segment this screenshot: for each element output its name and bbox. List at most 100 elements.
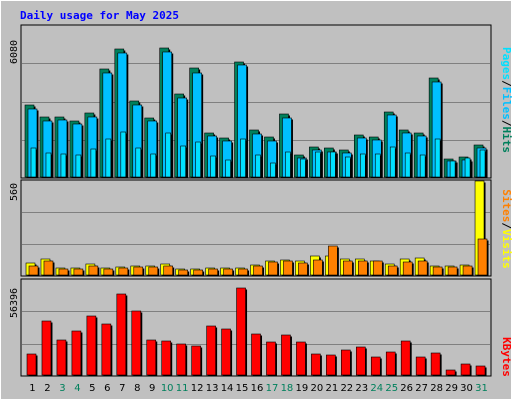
day-label: 21: [325, 383, 338, 394]
kbytes-bar: [86, 315, 98, 377]
kbytes-bar: [445, 369, 457, 377]
kbytes-bar: [415, 356, 427, 377]
sites-bar: [193, 269, 205, 277]
sites-bar: [73, 268, 85, 277]
kbytes-bar: [430, 352, 442, 377]
pages-bar: [404, 152, 412, 179]
pages-bar: [449, 160, 457, 179]
day-label: 28: [430, 383, 443, 394]
kbytes-bar: [41, 320, 53, 377]
bar-marks: [24, 47, 489, 377]
day-label: 27: [415, 383, 428, 394]
kbytes-bar: [266, 341, 277, 377]
day-label: 26: [400, 383, 413, 394]
legend-sep: /: [500, 222, 512, 229]
pages-bar: [45, 152, 53, 179]
legend-kbytes: KBytes: [500, 337, 512, 377]
pages-bar: [135, 147, 143, 179]
pages-bar: [419, 154, 427, 179]
day-labels: 1 2 3 4 5 6 7 8 9 10 11 12 13 14 15 16 17 18 19 20 21 22 23 24 2…: [29, 383, 488, 394]
visits-panel-legend: Sites/Visits: [500, 189, 512, 269]
pages-bar: [300, 158, 307, 179]
legend-files: Files: [500, 87, 512, 120]
day-label: 7: [119, 383, 125, 394]
day-label: 8: [134, 383, 140, 394]
day-label: 29: [445, 383, 458, 394]
kbytes-bar: [71, 330, 83, 377]
visits-panel-max-label: 560: [9, 183, 20, 201]
sites-bar: [357, 260, 369, 277]
sites-bar: [133, 266, 145, 277]
kbytes-bar: [460, 363, 472, 377]
kbytes-bar: [385, 351, 397, 377]
pages-bar: [120, 131, 128, 179]
sites-bar: [118, 267, 130, 277]
day-label: 2: [44, 383, 50, 394]
chart-title: Daily usage for May 2025: [20, 9, 179, 22]
kbytes-bar: [236, 287, 248, 377]
sites-bar: [223, 268, 235, 277]
kbytes-bar: [341, 349, 352, 377]
pages-bar: [75, 154, 83, 179]
pages-bar: [479, 149, 487, 179]
pages-bar: [210, 155, 218, 179]
sites-bar: [432, 266, 444, 277]
pages-bar: [359, 153, 367, 179]
kbytes-bar: [131, 310, 143, 377]
sites-bar: [268, 261, 279, 277]
svg-text:Sites/Visits: Sites/Visits: [500, 189, 512, 269]
day-label: 20: [311, 383, 324, 394]
pages-bar: [345, 156, 352, 179]
day-label: 5: [89, 383, 95, 394]
sites-bar: [148, 266, 160, 277]
sites-bar: [28, 265, 40, 277]
day-label: 30: [460, 383, 473, 394]
kbytes-panel-legend: KBytes: [500, 337, 512, 377]
sites-bar: [43, 260, 55, 277]
svg-text:KBytes: KBytes: [500, 337, 512, 377]
kbytes-bar: [355, 346, 367, 377]
legend-sites: Sites: [500, 189, 512, 222]
day-label: 9: [149, 383, 155, 394]
kbytes-bar: [116, 293, 128, 377]
kbytes-bar: [296, 341, 307, 377]
sites-bar: [313, 259, 324, 277]
sites-bar: [58, 268, 70, 277]
sites-bar: [417, 260, 429, 277]
sites-bar: [328, 245, 339, 277]
legend-visits: Visits: [500, 229, 512, 269]
day-label: 17: [266, 383, 279, 394]
pages-bar: [150, 153, 158, 179]
kbytes-bar: [56, 339, 68, 377]
kbytes-bar: [191, 345, 203, 377]
svg-text:Pages/Files/Hits: Pages/Files/Hits: [500, 47, 512, 153]
kbytes-bar: [206, 325, 218, 377]
day-label: 14: [221, 383, 234, 394]
kbytes-bar: [146, 339, 158, 377]
pages-bar: [389, 146, 397, 179]
pages-bar: [195, 141, 203, 179]
sites-bar: [238, 268, 250, 277]
hits-panel-max-label: 6080: [9, 40, 20, 64]
day-label: 12: [191, 383, 204, 394]
sites-bar: [283, 260, 294, 277]
kbytes-bar: [281, 334, 292, 377]
sites-bar: [298, 262, 309, 277]
pages-bar: [30, 147, 38, 179]
day-label: 11: [176, 383, 189, 394]
kbytes-bar: [370, 356, 382, 377]
pages-bar: [225, 159, 233, 179]
kbytes-bar: [400, 340, 412, 377]
day-label: 23: [355, 383, 368, 394]
day-label: 22: [340, 383, 353, 394]
sites-bar: [477, 238, 489, 277]
day-label: 4: [74, 383, 80, 394]
legend-pages: Pages: [500, 47, 512, 80]
day-label: 16: [251, 383, 264, 394]
day-label: 3: [59, 383, 65, 394]
sites-bar: [208, 268, 220, 277]
pages-bar: [90, 148, 98, 179]
pages-bar: [285, 151, 292, 179]
